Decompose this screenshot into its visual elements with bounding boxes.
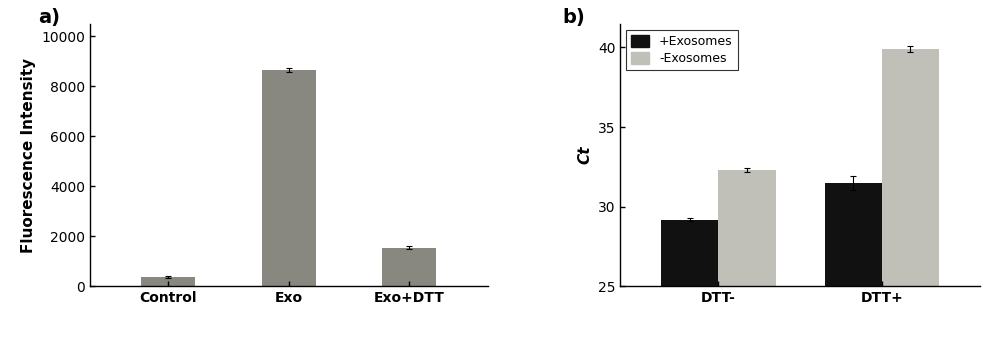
Bar (882, 49, 939, 337)
Bar (825, 183, 882, 337)
Bar (262, 70, 316, 286)
Y-axis label: Fluorescence Intensity: Fluorescence Intensity (21, 57, 36, 253)
Y-axis label: Ct: Ct (577, 146, 592, 164)
Bar (141, 277, 195, 286)
Text: a): a) (38, 8, 60, 27)
Bar (382, 248, 436, 286)
Bar (661, 219, 718, 337)
Bar (718, 170, 776, 337)
Text: b): b) (563, 8, 585, 27)
Legend: +Exosomes, -Exosomes: +Exosomes, -Exosomes (626, 30, 738, 70)
